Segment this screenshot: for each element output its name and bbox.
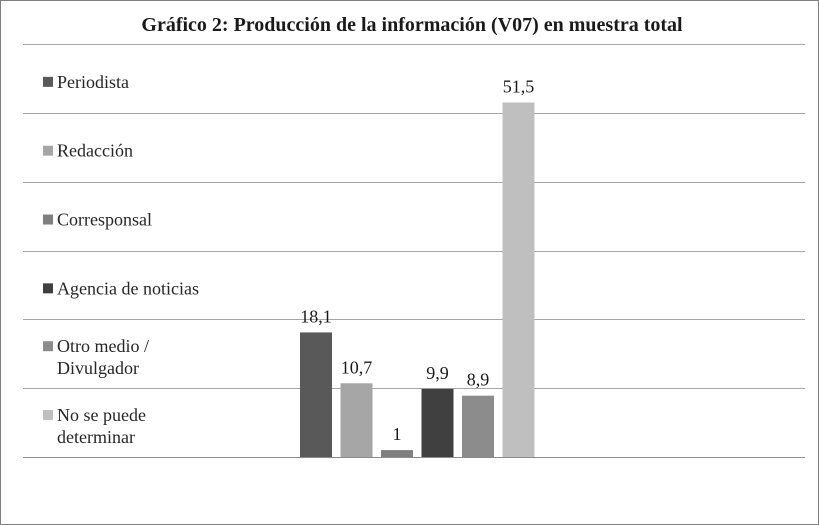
bar <box>462 395 494 457</box>
bar <box>421 388 454 457</box>
legend-label: No se puede <box>57 405 146 425</box>
legend-item: Otro medio /Divulgador <box>43 336 149 378</box>
legend-swatch <box>43 341 53 352</box>
legend-label: Agencia de noticias <box>57 278 199 298</box>
legend-item: Periodista <box>43 72 129 92</box>
legend-item: Corresponsal <box>43 210 152 230</box>
legend-label: Corresponsal <box>57 210 152 230</box>
bars <box>300 102 535 457</box>
bar <box>381 450 413 457</box>
legend-label: Redacción <box>57 141 133 161</box>
data-labels: 18,1 10,7 1 9,9 8,9 51,5 <box>300 77 534 445</box>
bar <box>300 332 332 457</box>
data-label: 18,1 <box>300 306 332 326</box>
legend-swatch <box>43 410 53 421</box>
legend-swatch <box>43 76 53 87</box>
legend-label: determinar <box>57 427 135 447</box>
legend-swatch <box>43 214 53 225</box>
legend-item: Redacción <box>43 141 133 161</box>
data-label: 8,9 <box>467 370 490 390</box>
bar <box>340 383 373 457</box>
legend-swatch <box>43 145 53 156</box>
data-label: 9,9 <box>426 363 449 383</box>
legend-label: Divulgador <box>57 358 139 378</box>
legend-label: Periodista <box>57 72 129 92</box>
legend: Periodista Redacción Corresponsal Agencia d… <box>43 72 199 447</box>
gridlines <box>23 44 805 458</box>
legend-item: Agencia de noticias <box>43 278 199 298</box>
legend-swatch <box>43 283 53 294</box>
legend-label: Otro medio / <box>57 336 149 356</box>
chart-title: Gráfico 2: Producción de la información … <box>141 14 683 36</box>
data-label: 1 <box>393 424 402 444</box>
data-label: 10,7 <box>341 357 373 377</box>
bar <box>502 102 535 457</box>
data-label: 51,5 <box>503 77 535 97</box>
